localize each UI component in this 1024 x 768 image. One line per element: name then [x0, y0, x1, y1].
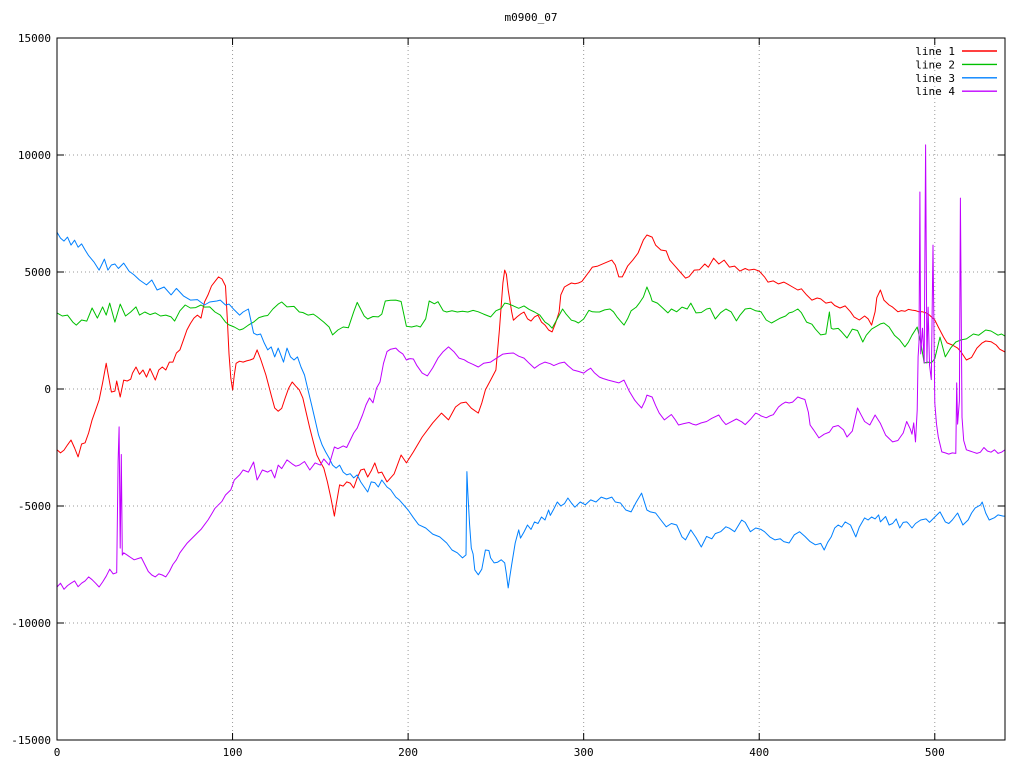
x-tick-label: 200 [398, 746, 418, 759]
y-tick-label: 10000 [18, 149, 51, 162]
legend-label: line 3 [915, 72, 955, 85]
x-tick-label: 500 [925, 746, 945, 759]
x-tick-label: 400 [749, 746, 769, 759]
y-tick-label: -10000 [11, 617, 51, 630]
y-tick-label: 15000 [18, 32, 51, 45]
y-tick-label: 5000 [25, 266, 52, 279]
series-line-1 [56, 234, 1006, 517]
series-line-4 [56, 144, 1006, 590]
x-tick-label: 300 [574, 746, 594, 759]
series-line-3 [56, 231, 1006, 589]
series-line-2 [56, 286, 1006, 364]
legend-label: line 2 [915, 58, 955, 71]
y-tick-label: 0 [44, 383, 51, 396]
y-tick-label: -5000 [18, 500, 51, 513]
axes-and-ticks: 0 100 200 300 400 500 -15000 -10000 -5000 0 5000 10… [11, 32, 1006, 759]
chart-title: m0900_07 [505, 11, 558, 24]
x-tick-label: 100 [223, 746, 243, 759]
legend-label: line 4 [915, 85, 955, 98]
grid-lines [57, 38, 1005, 740]
series-lines [56, 144, 1006, 590]
legend-label: line 1 [915, 45, 955, 58]
x-tick-label: 0 [54, 746, 61, 759]
y-tick-label: -15000 [11, 734, 51, 747]
